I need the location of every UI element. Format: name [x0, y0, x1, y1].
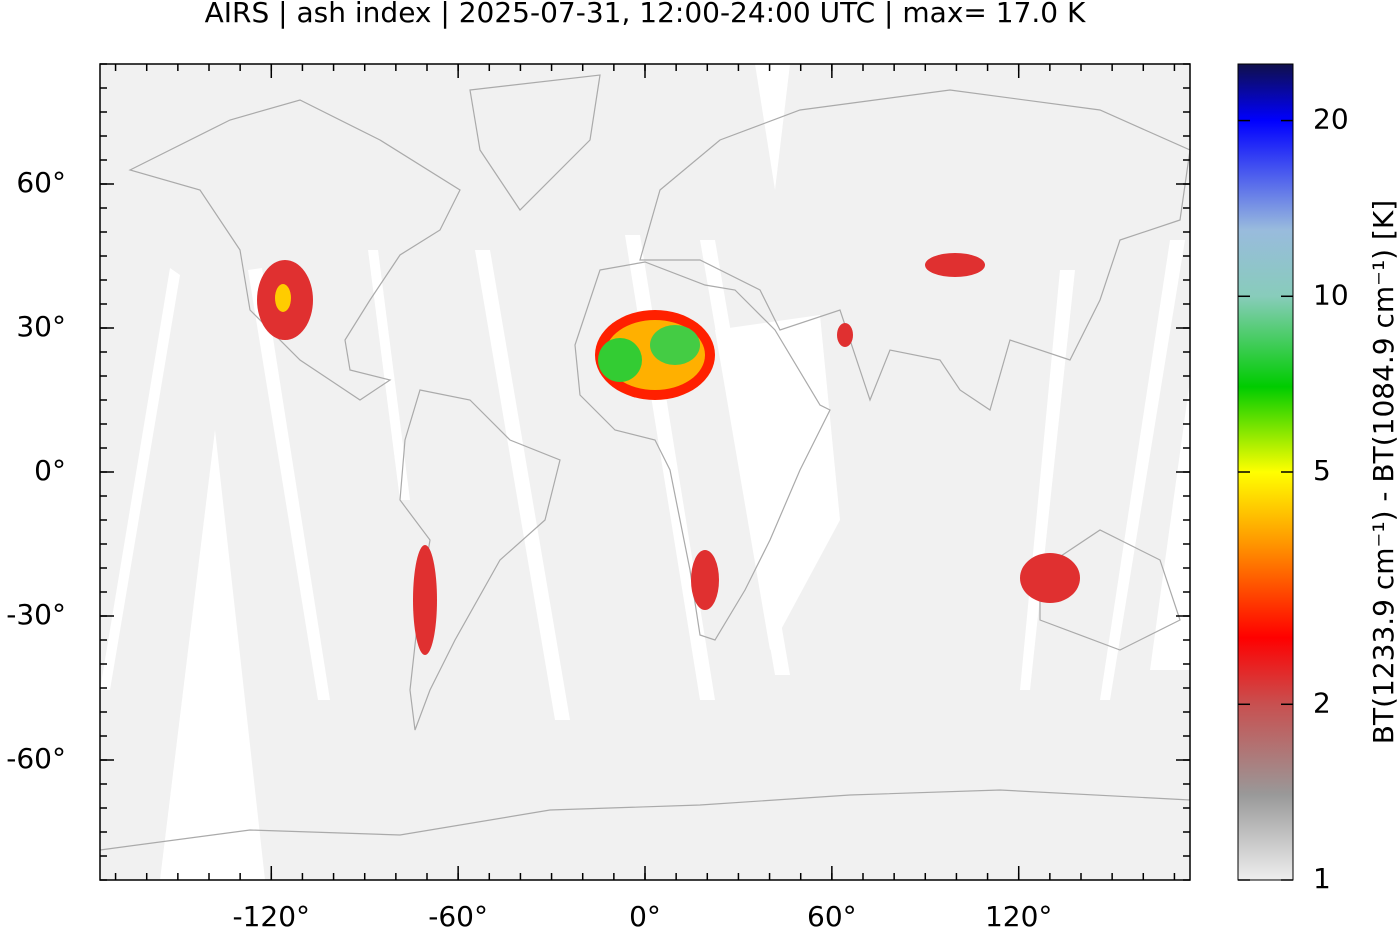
- colorbar-tick-label: 1: [1313, 862, 1331, 895]
- colorbar-tick-label: 2: [1313, 686, 1331, 719]
- coastlines: [99, 74, 1191, 851]
- x-tick-label: 120°: [985, 900, 1052, 930]
- y-tick-label: 60°: [16, 166, 66, 199]
- map-background: [100, 64, 1190, 880]
- ash-signals: [257, 253, 1080, 655]
- y-tick-label: -60°: [6, 742, 66, 775]
- colorbar-tick-label: 10: [1313, 278, 1349, 311]
- x-tick-label: -120°: [233, 900, 311, 930]
- chart-title: AIRS | ash index | 2025-07-31, 12:00-24:…: [205, 0, 1086, 29]
- x-tick-label: -60°: [428, 900, 488, 930]
- y-tick-label: 0°: [34, 454, 66, 487]
- x-tick-label: 0°: [629, 900, 661, 930]
- colorbar-tick-label: 5: [1313, 454, 1331, 487]
- y-tick-label: 30°: [16, 310, 66, 343]
- colorbar-tick-label: 20: [1313, 103, 1349, 136]
- x-tick-label: 60°: [807, 900, 857, 930]
- y-tick-label: -30°: [6, 598, 66, 631]
- colorbar-label: BT(1233.9 cm⁻¹) - BT(1084.9 cm⁻¹) [K]: [1367, 200, 1400, 744]
